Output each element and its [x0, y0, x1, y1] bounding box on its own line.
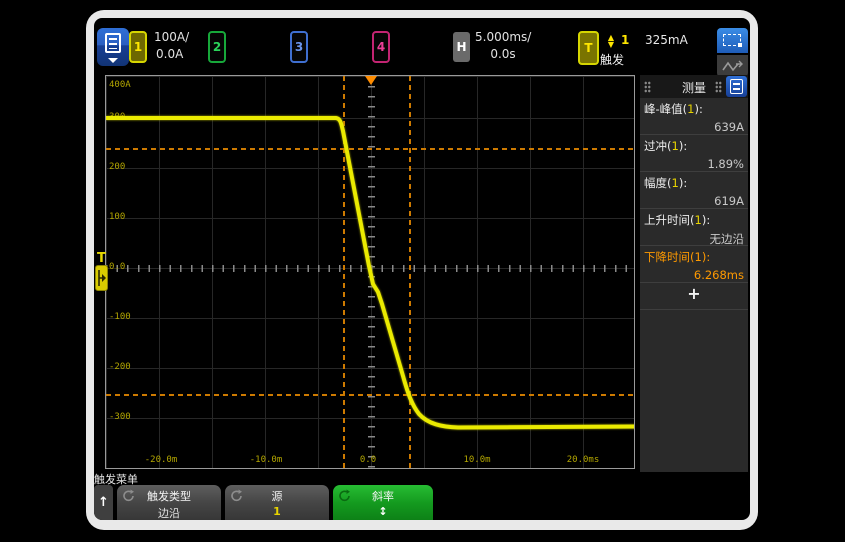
y-axis-label: 0.0 — [109, 262, 126, 272]
softkey-menu-title: 触发菜单 — [94, 473, 138, 486]
fall-start-cursor — [343, 76, 345, 468]
trigger-level: 325mA — [645, 33, 688, 47]
y-axis-label: -100 — [109, 312, 131, 322]
softkey-trigger-source[interactable]: 源 1 — [225, 485, 329, 520]
add-measurement-button[interactable]: + — [640, 284, 748, 310]
ground-symbol-icon — [98, 270, 106, 286]
menu-list-icon — [105, 33, 121, 53]
timebase-value: 5.000ms/ — [475, 30, 532, 44]
measurement-row-fall-time[interactable]: 下降时间(1): 6.268ms — [640, 247, 748, 283]
drag-grip-icon — [715, 81, 722, 93]
main-menu-button[interactable] — [97, 28, 129, 66]
menu-back-button[interactable]: ↑ — [94, 485, 113, 520]
channel-2-button[interactable]: 2 — [208, 31, 226, 63]
scope-screen: 1 100A/ 0.0A 2 3 4 H 5.000ms/ 0.0s T ▲ ▼… — [94, 18, 750, 520]
trigger-time-marker-icon[interactable] — [365, 76, 377, 85]
zoom-select-button[interactable] — [717, 28, 748, 53]
softkey-trigger-slope[interactable]: 斜率 ↕ — [333, 485, 433, 520]
y-axis-label: -200 — [109, 362, 131, 372]
channel-1-trace — [106, 116, 634, 430]
measurement-panel-header[interactable]: 测量 — [640, 75, 748, 98]
y-axis-label: 100 — [109, 212, 126, 222]
panel-menu-button[interactable] — [726, 76, 747, 97]
measurement-value: 639A — [714, 120, 744, 134]
measurement-row-rise-time[interactable]: 上升时间(1): 无边沿 — [640, 210, 748, 246]
channel-1-offset: 0.0A — [156, 47, 184, 61]
x-axis-label: -20.0m — [144, 455, 178, 465]
trigger-source: 1 — [621, 33, 630, 47]
fall-end-cursor — [409, 76, 411, 468]
rotary-knob-icon — [339, 489, 350, 502]
x-axis-label: 10.0m — [463, 455, 491, 465]
delay-value: 0.0s — [490, 47, 516, 61]
waveform-export-button[interactable] — [717, 55, 748, 77]
drag-grip-icon — [644, 81, 651, 93]
channel-3-button[interactable]: 3 — [290, 31, 308, 63]
measurement-value: 6.268ms — [693, 268, 744, 282]
waveform-arrow-icon — [722, 60, 743, 72]
y-axis-label: 200 — [109, 162, 126, 172]
channel-1-ground-marker[interactable] — [95, 265, 108, 291]
channel-1-button[interactable]: 1 — [129, 31, 147, 63]
measurement-value: 619A — [714, 194, 744, 208]
upper-threshold-line — [106, 148, 634, 150]
x-axis-label: 0.0 — [359, 455, 377, 465]
lower-threshold-line — [106, 394, 634, 396]
trigger-label: 触发 — [599, 53, 624, 67]
trigger-button[interactable]: T — [578, 31, 599, 65]
measurement-row-overshoot[interactable]: 过冲(1): 1.89% — [640, 136, 748, 172]
channel-1-scale: 100A/ — [154, 30, 190, 44]
rotary-knob-icon — [231, 489, 242, 502]
channel-4-button[interactable]: 4 — [372, 31, 390, 63]
measurement-row-amplitude[interactable]: 幅度(1): 619A — [640, 173, 748, 209]
measurement-panel: 测量 峰-峰值(1): 639A 过冲(1): 1.89% 幅度(1): 619… — [640, 75, 748, 472]
x-axis-label: 20.0ms — [566, 455, 600, 465]
trigger-level-marker[interactable]: T — [97, 251, 106, 266]
menu-list-icon — [730, 79, 743, 94]
measurement-panel-title: 测量 — [681, 81, 706, 95]
x-axis-label: -10.0m — [249, 455, 283, 465]
measurement-value: 无边沿 — [709, 232, 745, 246]
measurement-row-peak-to-peak[interactable]: 峰-峰值(1): 639A — [640, 99, 748, 135]
y-axis-label: 400A — [109, 80, 131, 90]
softkey-trigger-type[interactable]: 触发类型 边沿 — [117, 485, 221, 520]
chevron-down-icon — [108, 58, 118, 63]
waveform-display: 400A 300 200 100 0.0 -100 -200 -300 -20.… — [105, 75, 635, 469]
measurement-value: 1.89% — [707, 157, 744, 171]
selection-rect-icon — [723, 34, 742, 47]
horizontal-button[interactable]: H — [453, 32, 470, 62]
trigger-slope-icon: ▲ ▼ — [607, 33, 615, 49]
rotary-knob-icon — [123, 489, 134, 502]
y-axis-label: -300 — [109, 412, 131, 422]
